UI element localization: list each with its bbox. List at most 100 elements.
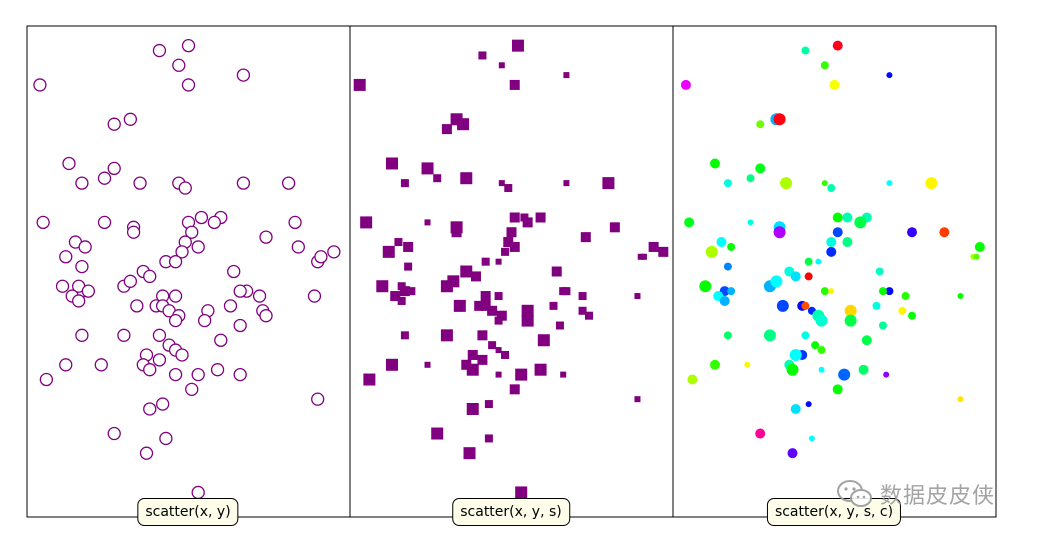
data-point [477, 354, 488, 365]
data-point [705, 245, 718, 258]
data-point [307, 289, 322, 303]
data-point [152, 328, 167, 342]
data-point [776, 299, 789, 312]
data-point [755, 163, 766, 174]
data-point [504, 184, 513, 193]
data-point [191, 485, 205, 500]
data-point [236, 176, 251, 190]
data-point [59, 250, 73, 264]
data-point [634, 396, 641, 403]
data-point [156, 397, 170, 411]
data-point [233, 284, 247, 298]
data-point [801, 46, 810, 55]
data-point [178, 181, 192, 195]
data-point [511, 39, 524, 52]
data-point [397, 296, 406, 305]
data-point [907, 227, 918, 238]
data-point [494, 292, 503, 301]
data-point [974, 241, 985, 252]
data-point [327, 245, 341, 259]
data-point [259, 230, 273, 244]
data-point [826, 237, 837, 248]
data-point [185, 382, 199, 396]
data-point [233, 318, 247, 333]
data-point [763, 329, 776, 342]
data-point [185, 225, 199, 239]
data-point [236, 68, 251, 82]
data-point [207, 215, 221, 230]
data-point [808, 435, 815, 442]
data-point [602, 177, 615, 190]
data-point [447, 275, 460, 288]
data-point [585, 311, 594, 320]
data-point [756, 120, 765, 129]
data-point [634, 293, 641, 300]
data-point [495, 371, 502, 378]
data-point [478, 51, 487, 60]
data-point [314, 250, 328, 264]
data-point [481, 257, 490, 266]
data-point [466, 402, 479, 415]
data-point [495, 347, 502, 354]
data-point [168, 289, 183, 303]
data-point [484, 434, 493, 443]
data-point [709, 359, 720, 370]
data-point [716, 237, 727, 248]
data-point [744, 361, 751, 368]
scatter-panel-2 [353, 39, 669, 499]
data-point [723, 262, 732, 271]
data-point [461, 359, 472, 370]
data-point [227, 264, 241, 279]
data-point [477, 330, 488, 341]
data-point [97, 215, 112, 230]
data-point [509, 79, 520, 90]
data-point [886, 72, 893, 79]
data-point [94, 358, 108, 372]
data-point [501, 350, 510, 359]
data-point [36, 215, 50, 230]
data-point [727, 242, 736, 251]
data-point [480, 291, 491, 302]
data-point [487, 305, 498, 316]
data-point [376, 280, 389, 293]
data-point [431, 427, 444, 440]
data-point [72, 294, 86, 308]
data-point [801, 331, 810, 340]
data-point [210, 363, 225, 377]
data-point [815, 258, 822, 265]
data-point [484, 400, 493, 409]
data-point [580, 232, 591, 243]
data-point [107, 426, 121, 441]
data-point [563, 180, 570, 187]
wechat-icon [837, 480, 872, 507]
data-point [97, 171, 112, 185]
data-point [494, 316, 503, 325]
data-point [488, 341, 497, 350]
data-point [353, 78, 366, 91]
data-point [786, 363, 799, 376]
data-point [470, 271, 481, 282]
data-point [385, 157, 398, 170]
data-point [214, 333, 228, 347]
data-point [535, 212, 546, 223]
data-point [709, 158, 720, 169]
data-point [939, 227, 950, 238]
data-point [699, 280, 712, 293]
data-point [908, 311, 917, 320]
data-point [787, 448, 798, 459]
data-point [901, 292, 910, 301]
data-point [680, 79, 691, 90]
data-point [421, 162, 434, 175]
data-point [460, 172, 473, 185]
data-point [957, 396, 964, 403]
data-point [191, 240, 205, 254]
data-point [81, 284, 96, 298]
data-point [844, 314, 857, 327]
data-point [181, 38, 196, 53]
data-point [832, 40, 843, 51]
data-point [828, 288, 835, 295]
data-point [805, 401, 812, 408]
data-point [233, 367, 247, 382]
watermark-text: 数据皮皮侠 [880, 484, 996, 509]
data-point [723, 179, 732, 188]
